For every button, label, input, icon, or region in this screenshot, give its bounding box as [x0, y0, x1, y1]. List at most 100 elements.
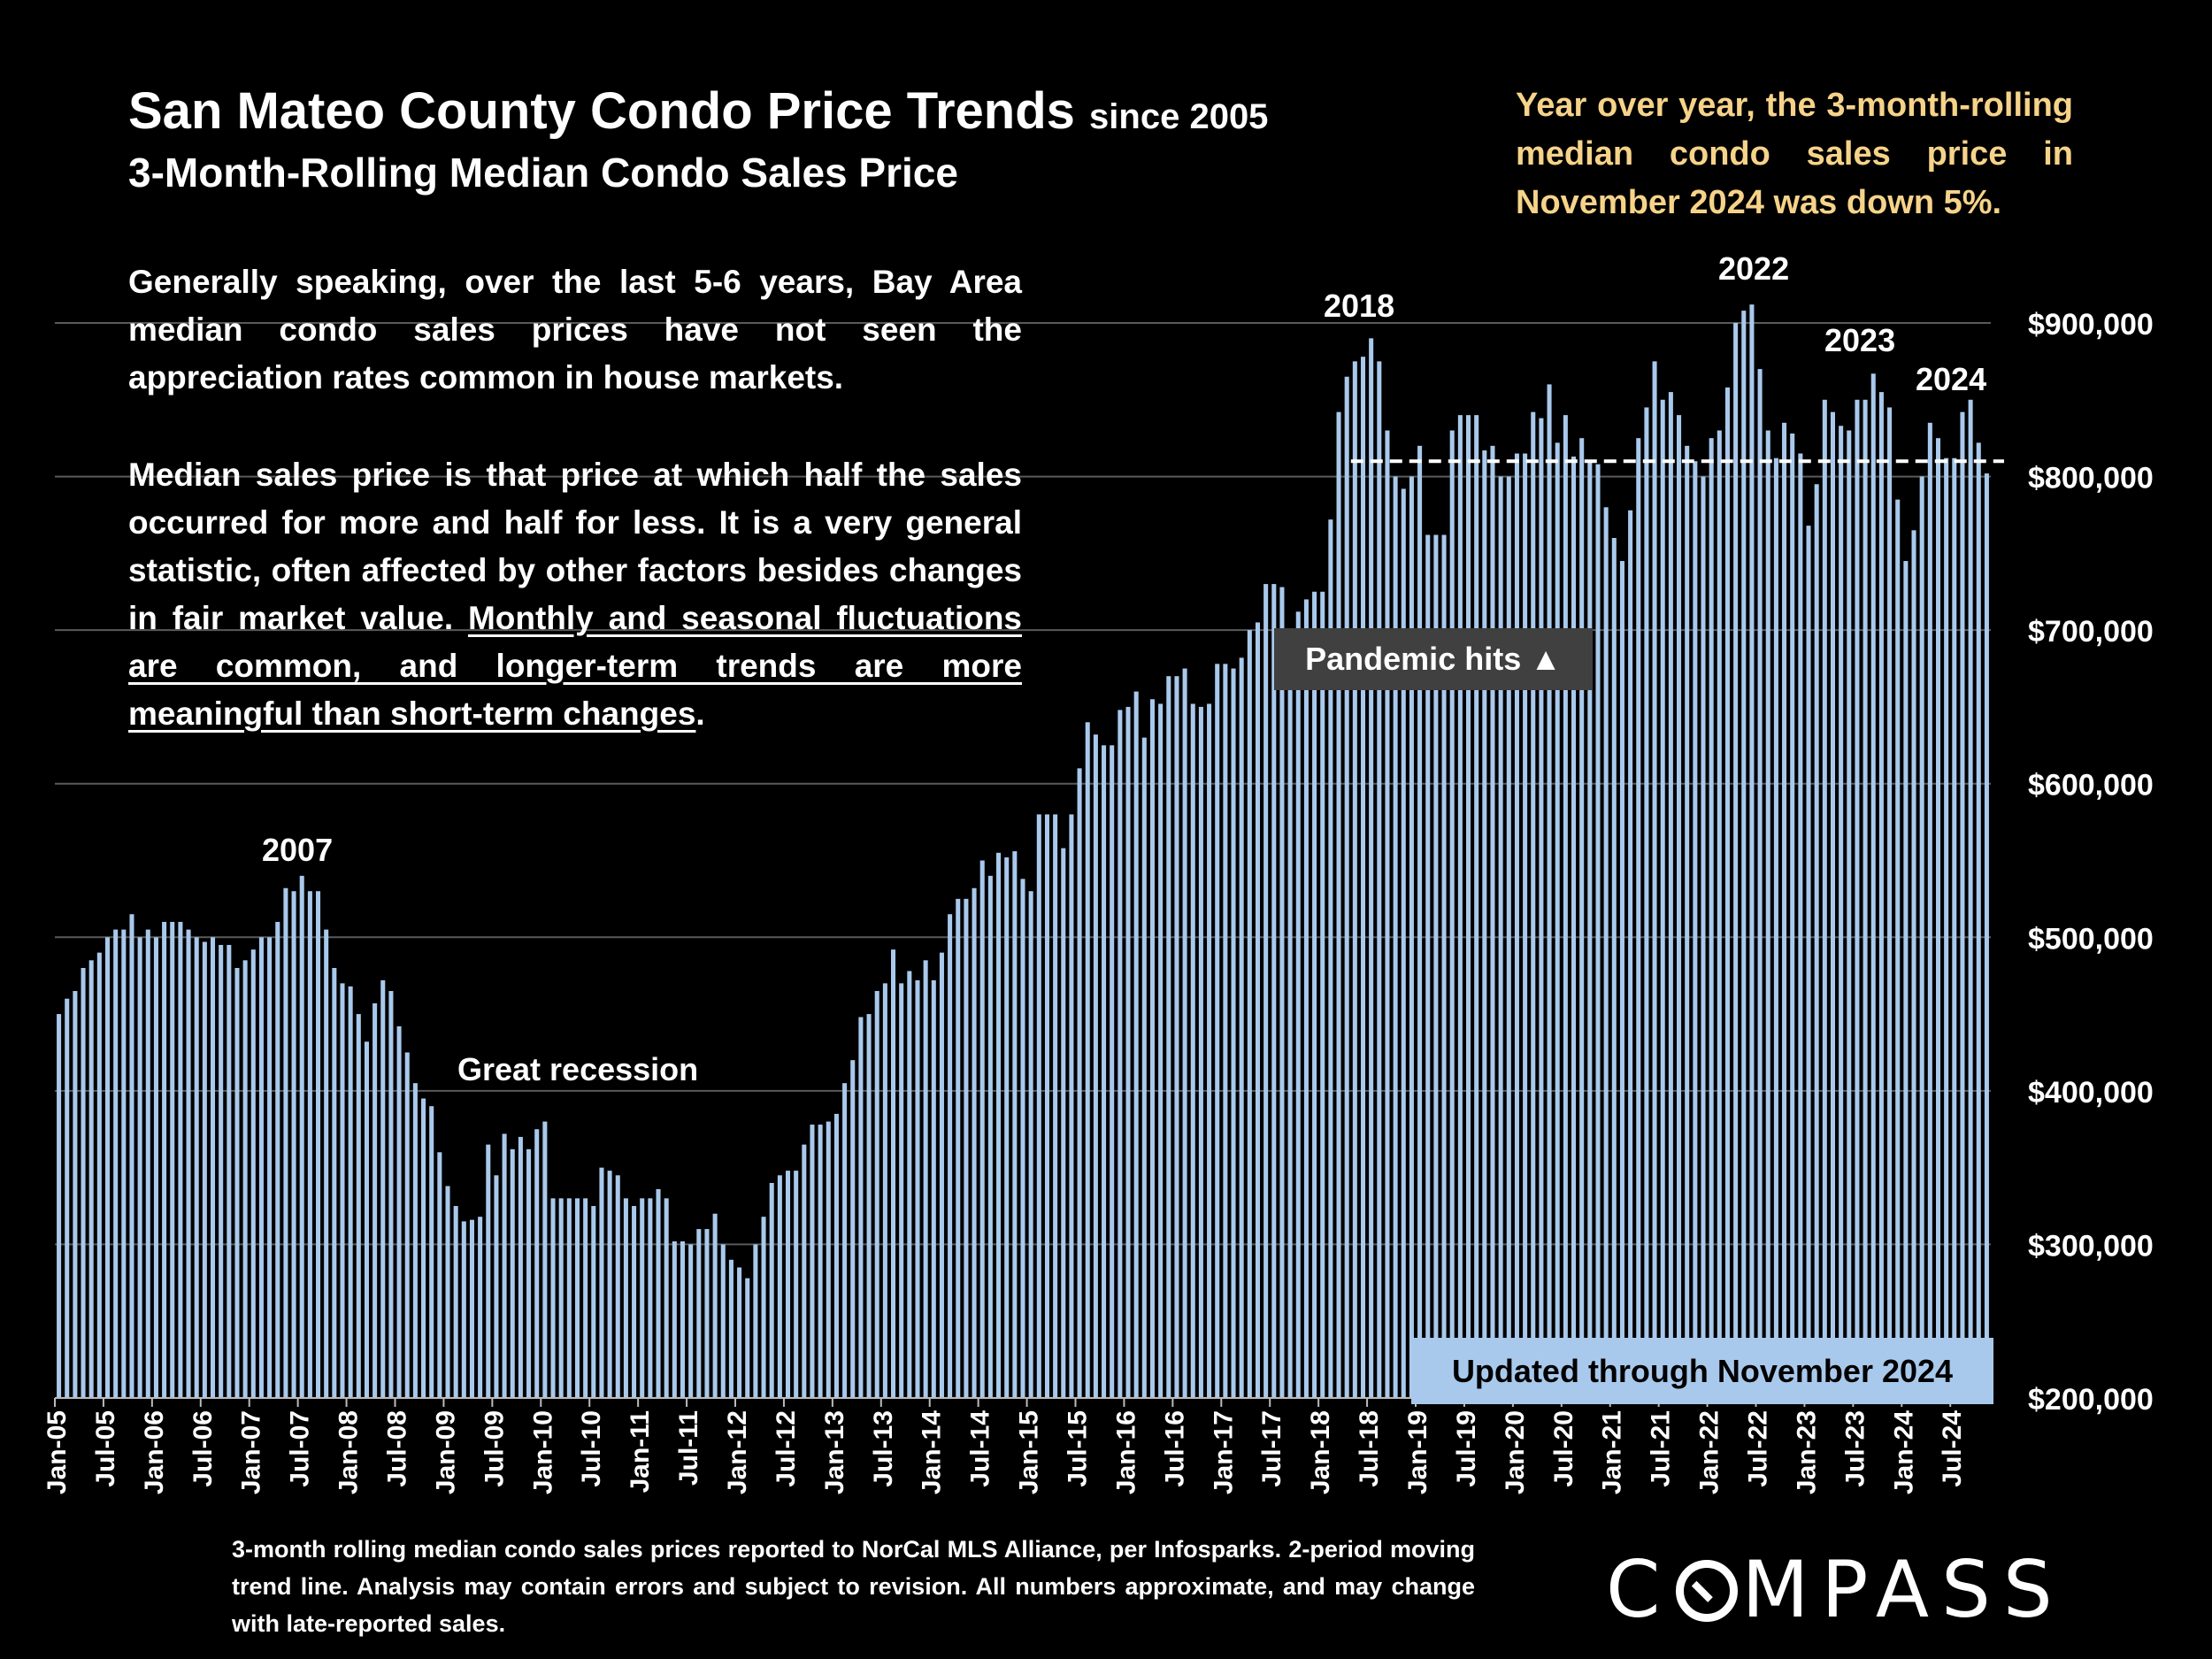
bar: [1976, 442, 1981, 1398]
bar: [1198, 706, 1203, 1398]
bar: [1822, 399, 1827, 1399]
bar: [1878, 392, 1884, 1398]
bar: [73, 991, 78, 1398]
bar: [1531, 411, 1536, 1399]
bar: [1061, 848, 1066, 1398]
bar: [785, 1171, 791, 1398]
bar: [1547, 384, 1552, 1398]
bar: [299, 875, 304, 1398]
bar: [1839, 426, 1844, 1398]
x-tick-label: Jan-16: [1111, 1410, 1141, 1494]
bar: [429, 1106, 434, 1398]
bar: [1830, 411, 1835, 1399]
bar: [728, 1259, 733, 1398]
bar: [1465, 415, 1471, 1399]
bar: [1863, 399, 1868, 1399]
description-underlined: Monthly and seasonal fluctuations are co…: [128, 600, 1022, 732]
bar: [121, 929, 127, 1398]
bar: [1174, 676, 1179, 1398]
y-axis: $200,000 $300,000 $400,000 $500,000 $600,000…: [2028, 308, 2154, 1417]
bar: [526, 1148, 532, 1398]
bar: [104, 937, 111, 1398]
bar: [1619, 561, 1624, 1398]
x-tick-label: Jan-22: [1695, 1410, 1724, 1494]
bar: [923, 960, 928, 1398]
bar: [1749, 304, 1755, 1399]
x-tick-label: Jan-20: [1501, 1410, 1530, 1494]
bar: [1385, 430, 1390, 1398]
bar: [1685, 445, 1690, 1398]
bar: [956, 898, 961, 1398]
bar: [987, 875, 993, 1398]
bar: [1677, 415, 1682, 1399]
bar: [1295, 611, 1301, 1398]
bar: [842, 1083, 848, 1398]
x-axis: Jan-05 Jul-05 Jan-06 Jul-06 Jan-07 Jul-07 Jan-…: [42, 1397, 1991, 1494]
bar: [250, 949, 256, 1398]
bar: [1944, 457, 1949, 1398]
bar: [380, 979, 386, 1398]
bar: [510, 1148, 515, 1398]
description-end: .: [695, 695, 705, 732]
x-tick-label: Jul-07: [286, 1410, 315, 1487]
bar: [1765, 430, 1770, 1398]
bar: [1239, 657, 1244, 1398]
bar: [1636, 438, 1641, 1398]
bars: [57, 304, 1989, 1399]
bar: [1012, 851, 1018, 1398]
bar: [186, 929, 191, 1398]
bar: [1724, 387, 1730, 1398]
bar: [1652, 361, 1657, 1399]
bar: [720, 1244, 726, 1398]
bar: [632, 1206, 637, 1398]
bar: [1190, 703, 1195, 1398]
bar: [486, 1144, 491, 1398]
x-tick-label: Jan-21: [1598, 1410, 1627, 1494]
annotation-great-recession: Great recession: [457, 1051, 699, 1087]
bar: [1020, 879, 1025, 1398]
bar: [907, 971, 912, 1398]
bar: [170, 921, 175, 1398]
bar: [502, 1133, 507, 1398]
bar: [850, 1060, 856, 1398]
x-tick-label: Jan-15: [1015, 1410, 1044, 1494]
bar: [1093, 734, 1098, 1398]
bar: [202, 941, 207, 1398]
bar: [1125, 706, 1131, 1398]
description-paragraph-2: Median sales price is that price at whic…: [128, 451, 1022, 738]
x-tick-label: Jul-18: [1355, 1410, 1384, 1487]
compass-o-icon: [1676, 1560, 1739, 1622]
bar: [1255, 622, 1261, 1398]
y-tick-label: $800,000: [2028, 462, 2154, 495]
bar: [1603, 507, 1609, 1398]
bar: [1141, 737, 1147, 1398]
bar: [242, 960, 248, 1398]
bar: [227, 944, 232, 1398]
bar: [1369, 338, 1374, 1398]
x-tick-label: Jan-13: [820, 1410, 849, 1494]
x-tick-label: Jan-11: [626, 1410, 655, 1493]
bar: [1490, 445, 1495, 1398]
bar: [615, 1175, 620, 1398]
y-tick-label: $300,000: [2028, 1229, 2154, 1263]
bar: [1110, 745, 1115, 1398]
bar: [874, 991, 879, 1398]
bar: [794, 1171, 799, 1398]
bar: [291, 891, 296, 1398]
bar: [1814, 484, 1819, 1398]
bar: [558, 1198, 564, 1398]
bar: [1182, 668, 1187, 1398]
bar: [518, 1136, 523, 1398]
bar: [1506, 476, 1511, 1398]
bar: [623, 1198, 628, 1398]
bar: [1571, 457, 1577, 1399]
bar: [1158, 703, 1164, 1398]
bar: [550, 1198, 556, 1398]
bar: [1287, 630, 1293, 1398]
bar: [996, 852, 1002, 1398]
bar: [1223, 664, 1228, 1398]
bar: [1336, 411, 1341, 1399]
y-tick-label: $400,000: [2028, 1076, 2154, 1110]
footnote: 3-month rolling median condo sales price…: [232, 1536, 1475, 1637]
